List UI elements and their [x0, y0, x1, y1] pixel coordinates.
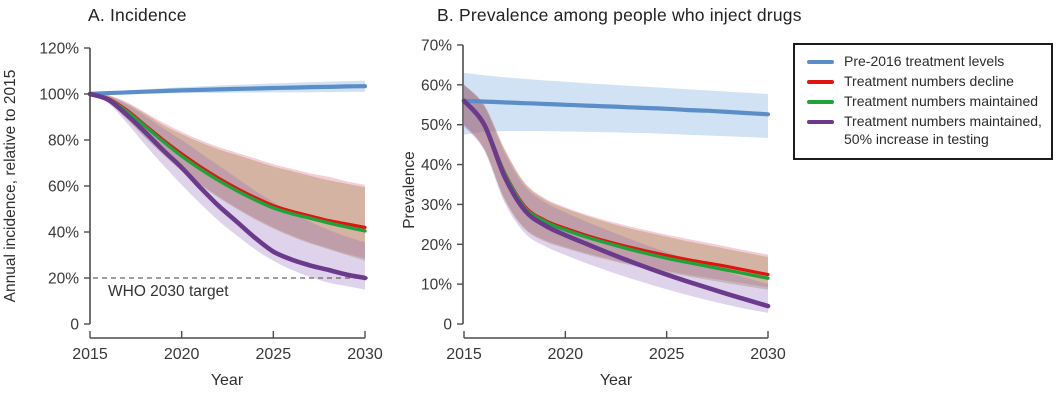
axis-tick-label: 2015 [446, 346, 482, 363]
legend-item: Pre-2016 treatment levels [807, 53, 1043, 71]
series-line [87, 91, 368, 281]
legend-line-swatch-blue [807, 60, 834, 64]
axis-tick-label: 2025 [649, 346, 685, 363]
who-2030-target-annotation: WHO 2030 target [108, 283, 229, 300]
panel-b-x-axis-label: Year [599, 372, 633, 389]
panel-b-y-axis-label: Prevalence [401, 151, 418, 229]
axis-tick-label: 120% [39, 41, 79, 58]
legend-item: Treatment numbers decline [807, 73, 1043, 91]
series-line [88, 92, 367, 233]
axis-tick-label: 2030 [347, 346, 383, 363]
legend-item-label: Pre-2016 treatment levels [844, 53, 1005, 69]
panel-a-plot: 0 20% 40% 60% 80% 100% 120% 2015 2020 2025 2030 [39, 41, 383, 364]
axis-tick-label: 60% [48, 179, 79, 196]
legend-line-swatch-purple [807, 119, 834, 124]
axis-tick-label: 80% [48, 133, 79, 150]
axis-tick-label: 20% [421, 237, 452, 254]
series-line [87, 84, 368, 97]
legend-box: Pre-2016 treatment levels Treatment numb… [793, 43, 1053, 160]
axis-tick-label: 10% [421, 277, 452, 294]
panel-a-x-axis-label: Year [210, 372, 244, 389]
axis-tick-label: 20% [48, 271, 79, 288]
axis-tick-label: 2030 [750, 346, 786, 363]
axis-tick-label: 60% [421, 77, 452, 94]
axis-tick-label: 40% [421, 157, 452, 174]
axis-tick-label: 50% [421, 117, 452, 134]
confidence-band [464, 84, 768, 288]
axis-tick-label: 30% [421, 197, 452, 214]
axis-tick-label: 2015 [72, 346, 108, 363]
panel-b-title: B. Prevalence among people who inject dr… [437, 5, 802, 25]
confidence-band [464, 84, 768, 290]
panel-a-y-axis-label: Annual incidence, relative to 2015 [2, 69, 19, 303]
legend-item: Treatment numbers maintained, 50% increa… [807, 113, 1043, 149]
axis-tick-label: 2020 [164, 346, 200, 363]
axis-tick-label: 40% [48, 225, 79, 242]
series-line [461, 98, 771, 309]
legend-item: Treatment numbers maintained [807, 93, 1043, 111]
axis-tick-label: 2025 [256, 346, 292, 363]
axis-tick-label: 0 [443, 317, 452, 334]
axis-tick-label: 100% [39, 87, 79, 104]
legend-item-label: Treatment numbers maintained [844, 92, 1039, 109]
legend-item-label: Treatment numbers maintained, 50% increa… [844, 112, 1042, 147]
axis-tick-label: 2020 [548, 346, 584, 363]
legend-line-swatch-red [807, 79, 834, 84]
legend-item-label: Treatment numbers decline [844, 72, 1014, 89]
axis-tick-label: 0 [70, 317, 79, 334]
panel-a-title: A. Incidence [88, 5, 187, 25]
legend-line-swatch-green [807, 99, 834, 104]
axis-tick-label: 70% [421, 37, 452, 54]
confidence-band [464, 84, 768, 313]
panel-b-plot: 0 10% 20% 30% 40% 50% 60% 70% 2015 2020 2025 2030 [421, 37, 786, 363]
series-line [461, 98, 771, 117]
